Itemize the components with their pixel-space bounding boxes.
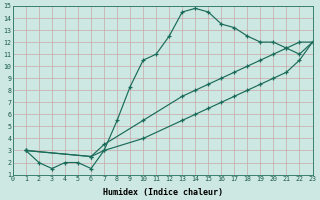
X-axis label: Humidex (Indice chaleur): Humidex (Indice chaleur) (103, 188, 223, 197)
